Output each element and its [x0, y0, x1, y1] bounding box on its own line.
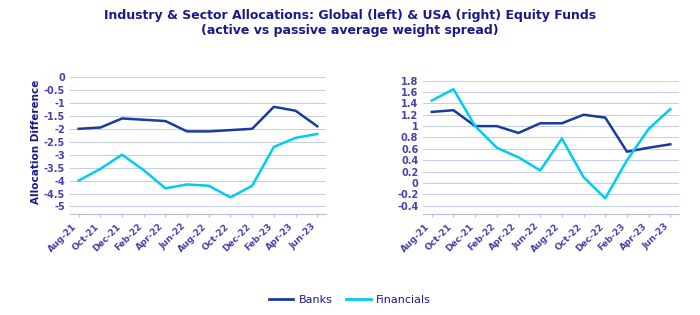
Text: Industry & Sector Allocations: Global (left) & USA (right) Equity Funds
(active : Industry & Sector Allocations: Global (l…	[104, 9, 596, 37]
Legend: Banks, Financials: Banks, Financials	[265, 290, 435, 309]
Y-axis label: Allocation Difference: Allocation Difference	[31, 80, 41, 204]
